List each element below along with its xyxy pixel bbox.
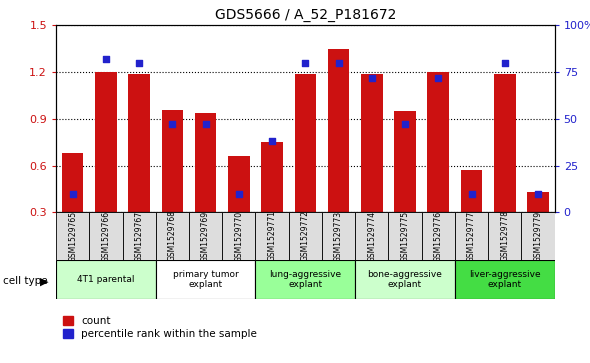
Bar bbox=[255, 260, 355, 299]
Text: GSM1529773: GSM1529773 bbox=[334, 211, 343, 261]
Bar bbox=[195, 113, 217, 259]
Point bbox=[533, 191, 543, 197]
Bar bbox=[488, 212, 522, 260]
Bar bbox=[328, 49, 349, 259]
Bar bbox=[428, 72, 449, 259]
Text: GSM1529770: GSM1529770 bbox=[234, 211, 243, 261]
Bar bbox=[56, 260, 156, 299]
Bar bbox=[322, 212, 355, 260]
Bar bbox=[261, 142, 283, 259]
Bar bbox=[388, 212, 422, 260]
Text: GSM1529766: GSM1529766 bbox=[101, 211, 110, 261]
Bar bbox=[162, 110, 183, 259]
Point bbox=[467, 191, 476, 197]
Bar bbox=[156, 212, 189, 260]
Title: GDS5666 / A_52_P181672: GDS5666 / A_52_P181672 bbox=[215, 8, 396, 22]
Text: GSM1529771: GSM1529771 bbox=[268, 211, 277, 261]
Text: GSM1529767: GSM1529767 bbox=[135, 211, 143, 261]
Point bbox=[101, 56, 110, 62]
Bar bbox=[394, 111, 416, 259]
Bar bbox=[56, 212, 89, 260]
Bar bbox=[95, 72, 117, 259]
Bar bbox=[62, 153, 83, 259]
Bar bbox=[361, 74, 382, 259]
Text: GSM1529777: GSM1529777 bbox=[467, 211, 476, 261]
Point bbox=[201, 122, 210, 127]
Text: GSM1529774: GSM1529774 bbox=[368, 211, 376, 261]
Bar bbox=[189, 212, 222, 260]
Text: lung-aggressive
explant: lung-aggressive explant bbox=[269, 270, 342, 289]
Bar bbox=[355, 260, 455, 299]
Text: bone-aggressive
explant: bone-aggressive explant bbox=[368, 270, 442, 289]
Bar bbox=[455, 212, 488, 260]
Bar bbox=[156, 260, 255, 299]
Bar bbox=[89, 212, 123, 260]
Text: GSM1529769: GSM1529769 bbox=[201, 211, 210, 261]
Point bbox=[168, 122, 177, 127]
Text: cell type: cell type bbox=[3, 276, 48, 286]
Point bbox=[500, 60, 510, 66]
Point bbox=[135, 60, 144, 66]
Text: GSM1529778: GSM1529778 bbox=[500, 211, 509, 261]
Bar bbox=[222, 212, 255, 260]
Bar bbox=[255, 212, 289, 260]
Point bbox=[334, 60, 343, 66]
Bar bbox=[129, 74, 150, 259]
Text: GSM1529768: GSM1529768 bbox=[168, 211, 177, 261]
Text: GSM1529776: GSM1529776 bbox=[434, 211, 442, 261]
Point bbox=[400, 122, 409, 127]
Bar bbox=[527, 192, 549, 259]
Text: GSM1529772: GSM1529772 bbox=[301, 211, 310, 261]
Bar bbox=[289, 212, 322, 260]
Bar bbox=[455, 260, 555, 299]
Bar bbox=[422, 212, 455, 260]
Text: GSM1529775: GSM1529775 bbox=[401, 211, 409, 261]
Text: GSM1529779: GSM1529779 bbox=[533, 211, 542, 261]
Point bbox=[234, 191, 244, 197]
Text: 4T1 parental: 4T1 parental bbox=[77, 275, 135, 284]
Text: primary tumor
explant: primary tumor explant bbox=[173, 270, 238, 289]
Text: ▶: ▶ bbox=[40, 276, 48, 286]
Point bbox=[267, 138, 277, 144]
Bar bbox=[123, 212, 156, 260]
Point bbox=[434, 75, 443, 81]
Text: GSM1529765: GSM1529765 bbox=[68, 211, 77, 261]
Text: liver-aggressive
explant: liver-aggressive explant bbox=[469, 270, 540, 289]
Point bbox=[367, 75, 376, 81]
Bar bbox=[461, 170, 482, 259]
Point bbox=[68, 191, 77, 197]
Bar bbox=[294, 74, 316, 259]
Bar bbox=[228, 156, 250, 259]
Point bbox=[300, 60, 310, 66]
Legend: count, percentile rank within the sample: count, percentile rank within the sample bbox=[61, 314, 259, 341]
Bar bbox=[355, 212, 388, 260]
Bar bbox=[494, 74, 516, 259]
Bar bbox=[522, 212, 555, 260]
